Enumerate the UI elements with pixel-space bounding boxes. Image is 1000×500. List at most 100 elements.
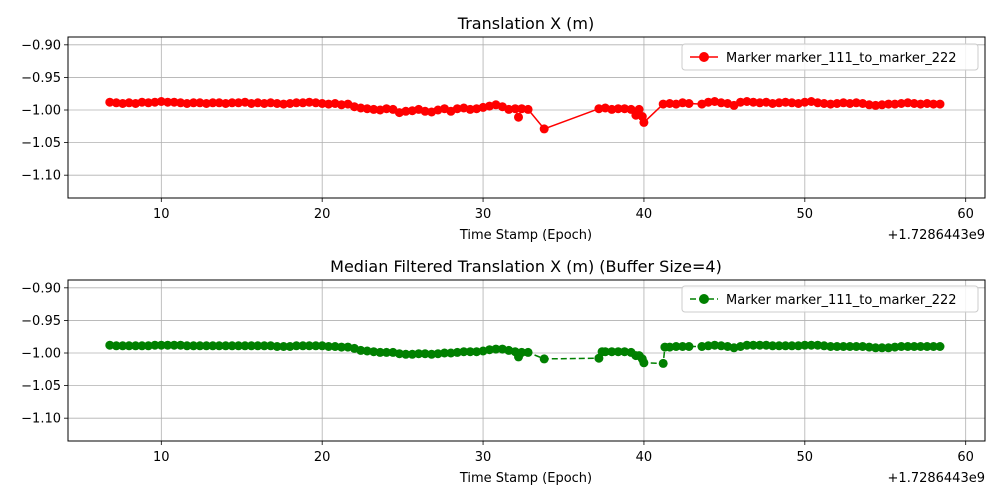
data-point bbox=[208, 341, 218, 351]
y-tick-label: −1.05 bbox=[21, 136, 61, 151]
data-point bbox=[324, 99, 334, 109]
data-point bbox=[234, 98, 243, 108]
data-point bbox=[634, 104, 644, 114]
data-point bbox=[517, 347, 527, 357]
x-tick-label: 10 bbox=[153, 207, 170, 222]
data-point bbox=[768, 99, 778, 108]
data-point bbox=[684, 99, 694, 108]
data-point bbox=[240, 341, 250, 351]
y-axis-ticks: −0.90 −0.95 −1.00 −1.05 −1.10 bbox=[21, 38, 68, 184]
data-point bbox=[671, 342, 681, 351]
data-point bbox=[465, 347, 475, 357]
data-point bbox=[826, 342, 836, 351]
data-point bbox=[748, 340, 758, 350]
data-point bbox=[787, 341, 797, 351]
x-tick-label: 40 bbox=[636, 207, 653, 222]
data-point bbox=[375, 347, 385, 357]
x-tick-label: 50 bbox=[797, 207, 814, 222]
x-axis-offset: +1.7286443e9 bbox=[888, 471, 985, 486]
data-point bbox=[272, 342, 282, 351]
data-point bbox=[298, 341, 308, 351]
data-point bbox=[433, 349, 443, 359]
data-point bbox=[214, 98, 224, 108]
data-point bbox=[362, 346, 372, 356]
data-point bbox=[838, 98, 848, 108]
data-point bbox=[800, 97, 810, 107]
data-point bbox=[452, 347, 462, 357]
data-point bbox=[414, 349, 424, 359]
data-point bbox=[279, 342, 289, 351]
data-point bbox=[838, 342, 848, 351]
data-point bbox=[420, 106, 430, 116]
data-point bbox=[510, 104, 520, 114]
data-point bbox=[903, 342, 913, 351]
data-point bbox=[768, 341, 778, 351]
data-point bbox=[401, 106, 411, 116]
data-point bbox=[337, 342, 346, 352]
data-point bbox=[896, 99, 906, 108]
data-point bbox=[201, 341, 211, 351]
legend-box bbox=[681, 285, 979, 313]
data-point bbox=[620, 104, 630, 114]
data-point bbox=[600, 347, 610, 357]
data-point bbox=[922, 342, 932, 351]
data-point bbox=[916, 99, 926, 109]
panel-median-filtered-translation-x: Median Filtered Translation X (m) (Buffe… bbox=[21, 257, 986, 486]
data-point bbox=[742, 340, 752, 350]
data-point bbox=[459, 347, 469, 357]
data-point bbox=[523, 347, 533, 357]
x-tick-label: 20 bbox=[314, 207, 331, 222]
plot-frame bbox=[67, 279, 986, 442]
data-point bbox=[909, 342, 919, 351]
data-point bbox=[877, 343, 887, 353]
data-point bbox=[234, 341, 243, 351]
data-point bbox=[111, 341, 121, 351]
data-point bbox=[539, 124, 549, 134]
data-point bbox=[259, 341, 269, 351]
data-point bbox=[607, 347, 617, 357]
data-point bbox=[710, 340, 720, 350]
data-point bbox=[658, 99, 668, 109]
data-point bbox=[420, 349, 430, 359]
data-point bbox=[896, 342, 906, 351]
data-point bbox=[118, 341, 128, 351]
data-point bbox=[137, 341, 147, 351]
data-point bbox=[935, 342, 945, 351]
data-point bbox=[143, 98, 153, 108]
data-point bbox=[491, 344, 501, 354]
x-tick-label: 40 bbox=[636, 450, 653, 465]
x-tick-label: 20 bbox=[314, 450, 331, 465]
data-point bbox=[253, 98, 263, 108]
data-point bbox=[253, 341, 263, 351]
y-tick-label: −0.90 bbox=[21, 281, 61, 296]
data-point bbox=[819, 341, 829, 351]
data-point bbox=[678, 342, 688, 351]
data-point bbox=[195, 98, 205, 108]
data-point bbox=[916, 342, 926, 351]
data-point bbox=[806, 340, 816, 350]
y-tick-label: −1.05 bbox=[21, 379, 61, 394]
y-tick-label: −1.10 bbox=[21, 169, 61, 184]
data-point bbox=[401, 349, 411, 359]
series-layer bbox=[105, 340, 945, 368]
data-point bbox=[105, 97, 115, 107]
data-point bbox=[877, 100, 887, 110]
data-point bbox=[195, 341, 205, 351]
data-point bbox=[781, 341, 790, 351]
data-point bbox=[169, 340, 179, 350]
data-point bbox=[124, 341, 134, 351]
data-point bbox=[189, 341, 198, 351]
data-point bbox=[382, 347, 391, 357]
data-point bbox=[800, 340, 810, 350]
data-point bbox=[658, 358, 668, 368]
panel-translation-x: Translation X (m) 10 20 30 40 50 60 −0.90−0.9… bbox=[21, 14, 986, 243]
legend-marker bbox=[699, 294, 709, 304]
x-axis-label: Time Stamp (Epoch) bbox=[459, 471, 592, 486]
data-point bbox=[787, 98, 797, 108]
data-point bbox=[150, 340, 160, 350]
data-point bbox=[221, 341, 231, 351]
y-tick-label: −0.95 bbox=[21, 71, 61, 86]
data-point bbox=[324, 342, 334, 351]
data-point bbox=[246, 341, 256, 351]
